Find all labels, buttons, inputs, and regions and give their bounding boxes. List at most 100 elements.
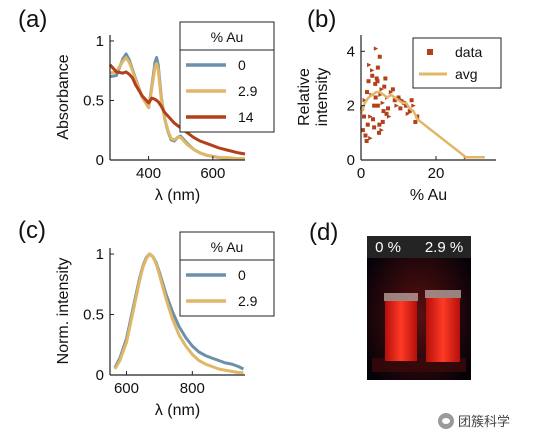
data-point [365, 90, 369, 95]
y-tick-label: 0.5 [83, 307, 104, 324]
series-line-2.9 [113, 252, 244, 375]
data-point [386, 114, 392, 119]
data-point [365, 122, 370, 127]
watermark-text: 团簇科学 [458, 414, 511, 429]
data-point [405, 111, 411, 117]
data-point [382, 84, 387, 89]
data-point [360, 128, 365, 133]
y-tick-label: 2 [347, 98, 355, 115]
data-point [407, 109, 412, 114]
y-axis-label: Norm. intensity [55, 258, 72, 365]
legend-label: 14 [238, 109, 254, 125]
data-point [384, 111, 389, 116]
data-point [375, 65, 380, 70]
data-point [380, 100, 385, 106]
data-point [375, 103, 380, 108]
data-point [374, 76, 379, 81]
data-point [368, 136, 373, 141]
data-point [373, 81, 378, 86]
data-point [394, 103, 399, 108]
series-line-14 [108, 63, 246, 156]
panel-letter: (b) [307, 6, 336, 33]
data-point [366, 79, 371, 84]
data-point [364, 138, 369, 143]
y-tick-label: 1 [96, 33, 104, 50]
legend-label: avg [455, 66, 478, 82]
panel-a: (a) 400 600 0 0.5 1 λ (nm) Absorbance % Au 0 2.9 14 [18, 6, 275, 204]
data-point [377, 130, 381, 135]
data-point [378, 92, 383, 97]
panel-d: (d) 0 % 2.9 % [309, 219, 471, 380]
vial-liquid-left [385, 301, 417, 361]
data-point [380, 119, 385, 124]
data-point [377, 54, 382, 59]
data-point [411, 103, 416, 108]
y-tick-label: 0.5 [83, 92, 104, 109]
data-point [372, 125, 377, 130]
legend-swatch-data [427, 49, 433, 55]
y-axis-label-line: intensity [314, 68, 331, 127]
panel-letter: (a) [18, 6, 47, 33]
data-point [398, 106, 403, 111]
x-axis-label: λ (nm) [155, 402, 200, 419]
y-axis-label: Relativeintensity [296, 68, 331, 127]
panel-letter: (c) [18, 217, 46, 244]
data-point [383, 76, 388, 81]
vial-cap-left [384, 293, 418, 301]
y-tick-label: 0 [96, 152, 104, 169]
x-tick-label: 800 [180, 380, 205, 397]
panel-letter: (d) [309, 219, 338, 246]
series-line-2.9 [109, 56, 245, 161]
panel-b: (b) 0 20 0 2 4 % Au Relativeintensity data avg [296, 6, 502, 204]
vial-label-2-9: 2.9 % [425, 239, 463, 256]
data-point [371, 117, 375, 122]
data-point [373, 46, 379, 51]
data-point [375, 79, 380, 84]
x-tick-label: 400 [136, 165, 161, 182]
data-point [377, 122, 382, 127]
data-point [370, 73, 375, 78]
y-tick-label: 1 [96, 246, 104, 263]
watermark: 团簇科学 [438, 411, 510, 430]
y-tick-label: 0 [347, 152, 355, 169]
legend-label: 0 [238, 267, 246, 283]
data-point [379, 127, 384, 133]
data-point [368, 114, 373, 119]
legend-label: 0 [238, 57, 246, 73]
data-point [373, 95, 378, 100]
data-point [381, 109, 386, 114]
data-point [372, 103, 377, 108]
vial-cap-right [425, 290, 461, 298]
x-axis-label: % Au [410, 187, 447, 204]
wechat-logo-icon [438, 412, 454, 429]
data-point [390, 87, 395, 92]
photo-label-band [367, 236, 471, 258]
data-point [379, 87, 384, 92]
data-point [370, 68, 375, 73]
legend-title: % Au [211, 239, 244, 255]
data-point [362, 98, 367, 103]
panel-c: (c) 600 800 0 0.5 1 λ (nm) Norm. intensity % Au 0… [18, 217, 275, 419]
data-point [386, 106, 390, 111]
data-point [404, 103, 408, 108]
data-point [392, 98, 397, 103]
x-axis-label: λ (nm) [155, 187, 200, 204]
data-point [388, 89, 394, 95]
data-point [367, 62, 372, 68]
legend-box [179, 21, 275, 133]
series-line-avg [359, 90, 485, 159]
data-point [409, 98, 414, 103]
x-tick-label: 600 [114, 380, 139, 397]
legend-label: 2.9 [238, 83, 258, 99]
y-tick-label: 0 [96, 367, 104, 384]
data-point [362, 114, 366, 119]
y-tick-label: 4 [347, 43, 355, 60]
legend-label: 2.9 [238, 293, 258, 309]
x-tick-label: 0 [357, 165, 365, 182]
x-tick-label: 600 [200, 165, 225, 182]
legend-label: data [455, 44, 482, 60]
legend-title: % Au [211, 29, 244, 45]
x-tick-label: 20 [428, 165, 445, 182]
data-point [363, 133, 368, 138]
